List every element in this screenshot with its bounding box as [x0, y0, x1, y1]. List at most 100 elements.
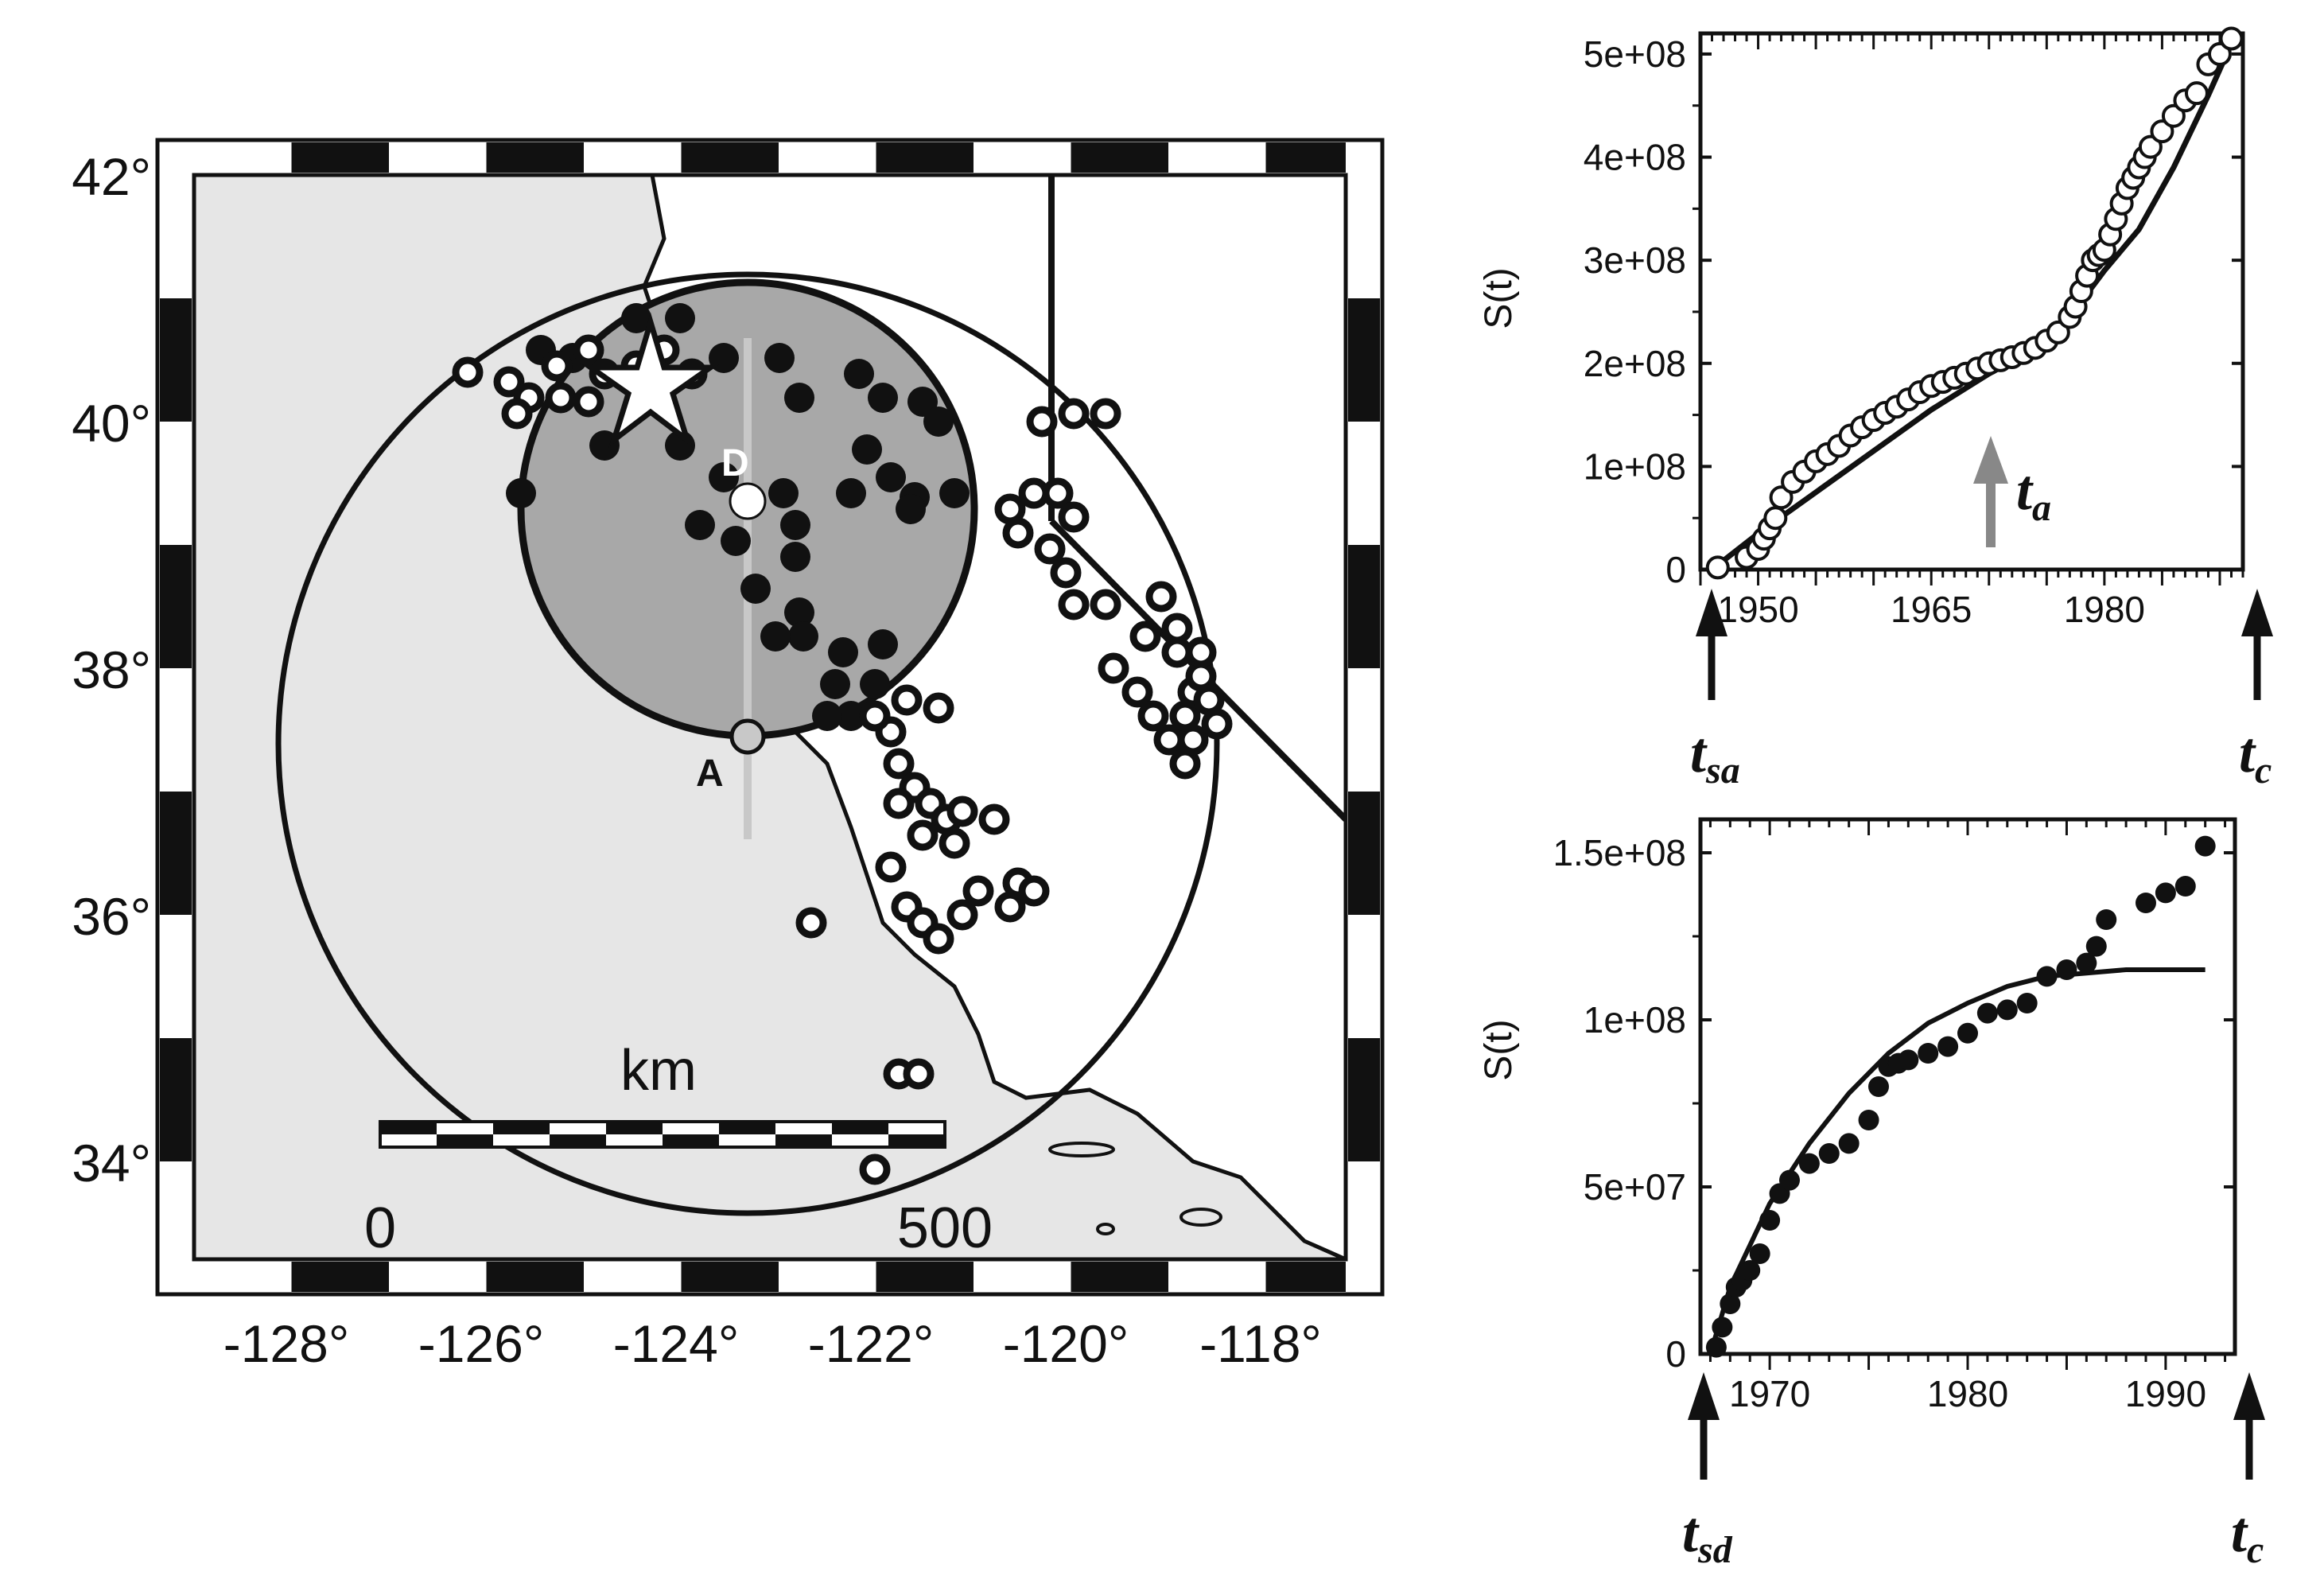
arrow-label-tc: tc [2239, 721, 2272, 792]
scale-block [775, 1134, 832, 1146]
arrow-label-tsa: tsa [1690, 721, 1740, 792]
event-filled [896, 494, 926, 524]
event-filled [860, 669, 890, 699]
frame-block [486, 142, 584, 173]
event-filled [760, 621, 791, 652]
lat-label-36: 36° [72, 887, 151, 946]
frame-block [291, 1262, 389, 1292]
arrow-up-icon [1696, 589, 1727, 700]
lon-label-126: -126° [418, 1314, 545, 1373]
event-open [1129, 620, 1161, 652]
frame-block [876, 142, 974, 173]
frame-block [876, 1262, 974, 1292]
frame-block [160, 545, 192, 668]
event-filled [780, 510, 810, 540]
map-frame-blocks [160, 142, 1380, 1292]
data-point [1749, 1243, 1770, 1264]
event-open [1137, 700, 1169, 732]
event-open [859, 1153, 891, 1185]
arrow-up-icon [1688, 1372, 1720, 1480]
frame-block [291, 142, 389, 173]
event-filled [876, 462, 906, 492]
event-open [994, 891, 1026, 923]
lon-label-118: -118° [1199, 1314, 1322, 1373]
data-point [2161, 103, 2186, 128]
lat-label-38: 38° [72, 640, 151, 699]
data-point [2155, 882, 2176, 904]
event-open [883, 748, 915, 780]
ytick-label: 1e+08 [1584, 999, 1686, 1041]
event-filled [740, 574, 771, 604]
frame-block [160, 298, 192, 422]
event-open [1018, 875, 1050, 907]
event-markers [452, 303, 1233, 1185]
event-open [1201, 708, 1233, 740]
data-point [2174, 876, 2196, 897]
event-open [883, 788, 915, 819]
frame-block [1348, 545, 1380, 668]
data-point [1705, 1336, 1727, 1358]
event-open [501, 398, 533, 430]
point-a-marker [729, 718, 766, 755]
ytick-label: 2e+08 [1584, 343, 1686, 384]
chart-top-xtick-labels: 1950 1965 1980 [1717, 589, 2145, 630]
chart-bottom-ylabel: S(t) [1478, 1019, 1520, 1080]
event-filled [868, 383, 898, 413]
event-open [1145, 581, 1177, 613]
data-point [1818, 1143, 1840, 1164]
xtick-label: 1980 [1927, 1373, 2008, 1414]
scale-block [380, 1123, 437, 1134]
data-point [1838, 1133, 1860, 1154]
event-filled [709, 462, 739, 492]
data-point [1996, 999, 2018, 1021]
data-point [2016, 993, 2038, 1013]
data-point [2056, 959, 2077, 980]
event-open [1090, 589, 1121, 620]
event-open [1121, 676, 1153, 708]
point-d-label: D [721, 442, 749, 484]
arrow-label-tc-bottom: tc [2231, 1500, 2264, 1571]
scale-block [832, 1123, 888, 1134]
epicenter-label: E [638, 375, 662, 414]
chart-top-ylabel: S(t) [1478, 267, 1520, 329]
data-point [2096, 909, 2117, 930]
chart-top-points [1705, 26, 2244, 580]
event-filled [780, 542, 810, 572]
event-filled [764, 343, 795, 373]
frame-block [486, 1262, 584, 1292]
chart-bottom-points [1705, 835, 2216, 1358]
data-point [1712, 1317, 1733, 1338]
event-filled [868, 629, 898, 659]
event-open [1185, 636, 1217, 668]
event-filled [939, 478, 970, 508]
xtick-label: 1965 [1891, 589, 1972, 630]
xtick-label: 1990 [2125, 1373, 2206, 1414]
event-filled [685, 510, 715, 540]
event-open [573, 334, 604, 366]
island [1179, 1208, 1222, 1227]
scale-block [550, 1134, 606, 1146]
scale-label: km [620, 1039, 697, 1103]
data-point [2036, 966, 2058, 987]
event-open [859, 700, 891, 732]
ytick-label: 5e+07 [1584, 1166, 1686, 1208]
map-panel: E D A km 0 500 42° 40° 38° 36° 34° -128°… [72, 138, 1385, 1373]
lon-label-124: -124° [613, 1314, 740, 1373]
event-filled [784, 383, 814, 413]
ytick-label: 0 [1665, 549, 1686, 590]
data-point [2207, 41, 2232, 66]
lon-label-128: -128° [223, 1314, 350, 1373]
event-filled [820, 669, 850, 699]
scale-tick-500: 500 [897, 1196, 993, 1260]
arrow-up-icon [1973, 436, 2008, 547]
event-open [1058, 398, 1090, 430]
scale-block [719, 1123, 775, 1134]
event-filled [828, 637, 858, 667]
data-point [1976, 1002, 1998, 1024]
ytick-label: 5e+08 [1584, 33, 1686, 75]
chart-top-ytick-labels: 0 1e+08 2e+08 3e+08 4e+08 5e+08 [1584, 33, 1686, 590]
event-open [1002, 517, 1034, 549]
data-point [2046, 320, 2070, 344]
chart-bottom: S(t) 0 5e+07 1e+08 1.5e+08 1970 1980 1990 tsd… [1478, 817, 2265, 1571]
frame-block [1265, 142, 1346, 173]
